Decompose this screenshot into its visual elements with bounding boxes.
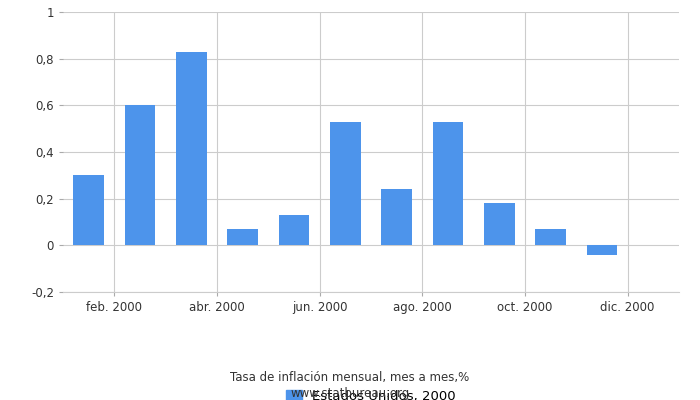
Text: Tasa de inflación mensual, mes a mes,%: Tasa de inflación mensual, mes a mes,% (230, 372, 470, 384)
Text: www.statbureau.org: www.statbureau.org (290, 388, 410, 400)
Bar (228, 229, 258, 245)
Bar (587, 245, 617, 255)
Bar (433, 122, 463, 245)
Bar (125, 105, 155, 245)
Bar (330, 122, 360, 245)
Bar (176, 52, 206, 245)
Bar (536, 229, 566, 245)
Legend: Estados Unidos, 2000: Estados Unidos, 2000 (286, 390, 456, 400)
Bar (74, 175, 104, 245)
Bar (382, 189, 412, 245)
Bar (279, 215, 309, 245)
Bar (484, 203, 514, 245)
